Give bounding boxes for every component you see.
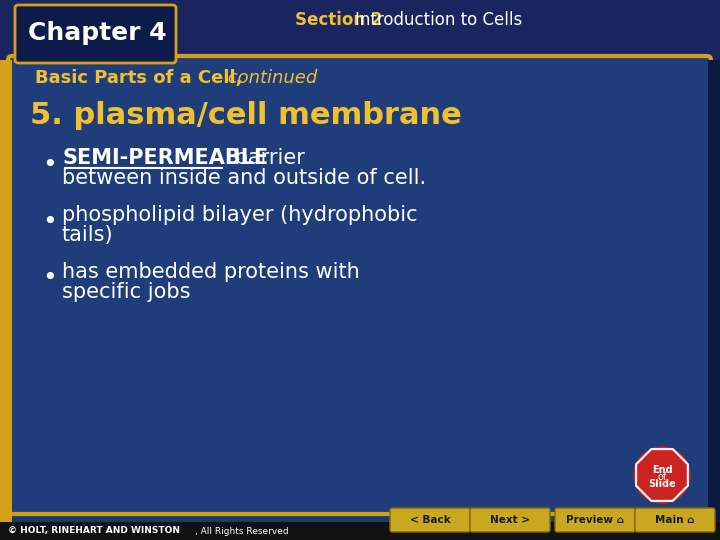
Text: of: of — [657, 472, 667, 482]
Text: Preview ⌂: Preview ⌂ — [566, 515, 624, 525]
Text: Introduction to Cells: Introduction to Cells — [355, 11, 522, 29]
FancyBboxPatch shape — [8, 56, 711, 514]
Text: has embedded proteins with: has embedded proteins with — [62, 262, 360, 282]
Text: continued: continued — [222, 69, 318, 87]
Circle shape — [634, 447, 690, 503]
Text: 5. plasma/cell membrane: 5. plasma/cell membrane — [30, 100, 462, 130]
FancyBboxPatch shape — [0, 522, 720, 540]
Polygon shape — [636, 449, 688, 501]
FancyBboxPatch shape — [470, 508, 550, 532]
Text: specific jobs: specific jobs — [62, 282, 191, 302]
Text: •: • — [42, 266, 57, 290]
FancyBboxPatch shape — [635, 508, 715, 532]
Text: between inside and outside of cell.: between inside and outside of cell. — [62, 168, 426, 188]
Text: End: End — [652, 465, 672, 475]
FancyBboxPatch shape — [390, 508, 470, 532]
Text: Section 2: Section 2 — [295, 11, 382, 29]
Text: © HOLT, RINEHART AND WINSTON: © HOLT, RINEHART AND WINSTON — [8, 526, 180, 536]
Text: phospholipid bilayer (hydrophobic: phospholipid bilayer (hydrophobic — [62, 205, 418, 225]
Text: barrier: barrier — [228, 148, 305, 168]
Text: •: • — [42, 153, 57, 177]
FancyBboxPatch shape — [555, 508, 635, 532]
Text: Basic Parts of a Cell,: Basic Parts of a Cell, — [35, 69, 243, 87]
Text: tails): tails) — [62, 225, 114, 245]
Text: SEMI-PERMEABLE: SEMI-PERMEABLE — [62, 148, 269, 168]
Text: •: • — [42, 210, 57, 234]
Text: Main ⌂: Main ⌂ — [655, 515, 695, 525]
FancyBboxPatch shape — [15, 5, 176, 63]
Text: Next >: Next > — [490, 515, 530, 525]
Text: Chapter 4: Chapter 4 — [27, 21, 166, 45]
Text: , All Rights Reserved: , All Rights Reserved — [195, 526, 289, 536]
FancyBboxPatch shape — [0, 60, 12, 522]
FancyBboxPatch shape — [0, 0, 720, 60]
Text: Slide: Slide — [648, 479, 676, 489]
Text: < Back: < Back — [410, 515, 451, 525]
FancyBboxPatch shape — [708, 60, 720, 522]
